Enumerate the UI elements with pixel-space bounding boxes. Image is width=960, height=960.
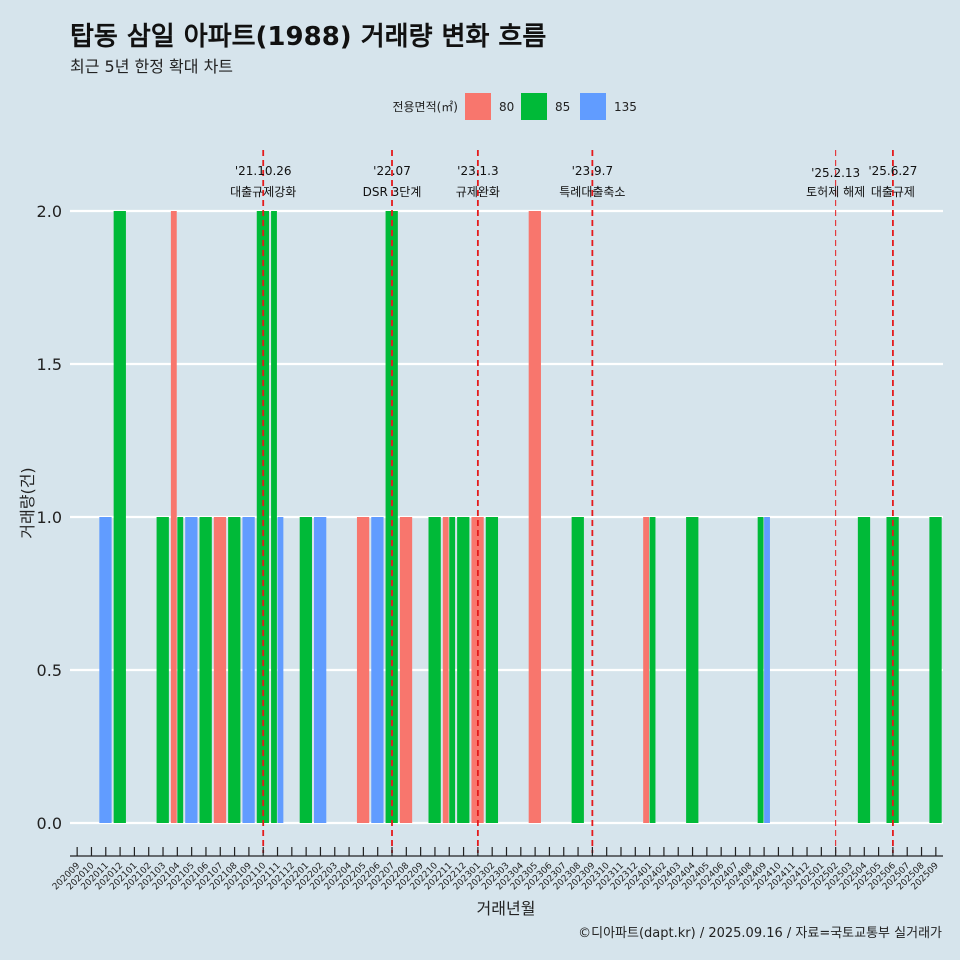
bar-135-202206: [371, 517, 384, 823]
chart-title: 탑동 삼일 아파트(1988) 거래량 변화 흐름: [70, 22, 547, 52]
bar-80-202205: [356, 517, 370, 823]
x-axis-title: 거래년월: [477, 899, 536, 918]
y-tick-label: 1.5: [37, 355, 62, 374]
legend-label-85: 85: [555, 100, 570, 114]
event-date-label: '21.10.26: [235, 164, 292, 178]
legend-swatch-135: [580, 93, 606, 120]
bar-85-202302: [485, 517, 499, 823]
y-tick-label: 1.0: [37, 508, 62, 527]
bar-85-202504: [857, 517, 871, 823]
bar-80-202107: [213, 517, 227, 823]
bar-85-202211: [449, 517, 456, 823]
bar-85-202210: [428, 517, 441, 823]
y-tick-label: 0.0: [37, 814, 62, 833]
event-date-label: '25.6.27: [868, 164, 917, 178]
y-tick-label: 2.0: [37, 202, 62, 221]
bar-85-202111: [271, 211, 277, 823]
event-text-label: 대출규제강화: [230, 185, 296, 199]
legend-swatch-80: [465, 93, 491, 120]
event-text-label: DSR 3단계: [363, 185, 422, 199]
bar-85-202110: [256, 211, 270, 823]
legend-swatch-85: [521, 93, 547, 120]
bar-85-202108: [228, 517, 241, 823]
event-date-label: '25.2.13: [811, 166, 860, 180]
bar-85-202509: [929, 517, 942, 823]
bar-85-202207: [385, 211, 398, 823]
event-text-label: 토허제 해제: [806, 185, 865, 199]
bar-80-202401: [643, 517, 650, 823]
event-date-label: '22.07: [373, 164, 411, 178]
bar-80-202211: [442, 517, 449, 823]
source-caption: ©디아파트(dapt.kr) / 2025.09.16 / 자료=국토교통부 실…: [578, 926, 942, 941]
bar-85-202012: [113, 211, 126, 823]
chart-subtitle: 최근 5년 한정 확대 차트: [70, 57, 234, 76]
bar-85-202106: [199, 517, 212, 823]
bar-85-202401: [649, 517, 656, 823]
legend-label-135: 135: [614, 100, 637, 114]
bar-85-202104: [177, 517, 184, 823]
bar-85-202308: [571, 517, 584, 823]
bar-85-202212: [457, 517, 470, 823]
y-axis-title: 거래량(건): [18, 467, 37, 538]
legend-label-80: 80: [499, 100, 514, 114]
bar-135-202105: [185, 517, 198, 823]
event-date-label: '23.9.7: [572, 164, 613, 178]
bar-135-202109: [242, 517, 255, 823]
bar-80-202208: [399, 517, 413, 823]
bar-135-202011: [99, 517, 112, 823]
event-text-label: 규제완화: [456, 185, 500, 199]
bar-80-202104: [170, 211, 177, 823]
bar-80-202305: [528, 211, 541, 823]
bar-85-202409: [757, 517, 764, 823]
bar-85-202103: [156, 517, 169, 823]
event-date-label: '23.1.3: [457, 164, 498, 178]
bar-85-202404: [686, 517, 699, 823]
bar-135-202409: [764, 517, 770, 823]
bar-85-202201: [299, 517, 312, 823]
event-text-label: 대출규제: [871, 185, 915, 199]
legend-title: 전용면적(㎡): [392, 100, 458, 114]
y-tick-label: 0.5: [37, 661, 62, 680]
event-text-label: 특례대출축소: [559, 185, 625, 199]
bar-135-202202: [314, 517, 327, 823]
bar-135-202111: [277, 517, 284, 823]
